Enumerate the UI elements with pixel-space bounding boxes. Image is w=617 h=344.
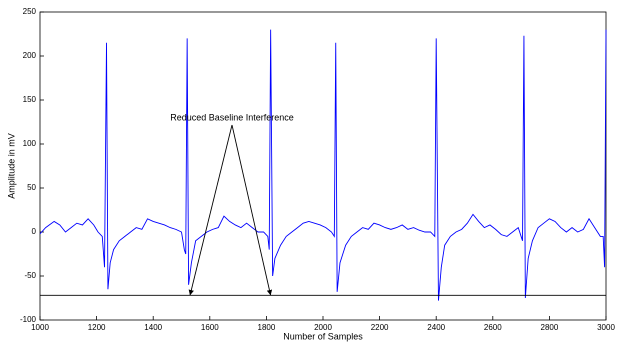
x-tick-label: 1200: [88, 323, 106, 332]
annotation-arrow: [188, 124, 233, 296]
annotation-arrow: [231, 124, 273, 296]
x-tick-label: 1000: [31, 323, 49, 332]
y-tick-label: 250: [23, 7, 37, 16]
x-tick-label: 2000: [314, 323, 332, 332]
x-tick-label: 2600: [484, 323, 502, 332]
y-tick-label: -100: [20, 315, 37, 324]
x-tick-label: 1400: [144, 323, 162, 332]
y-tick-label: 150: [23, 95, 37, 104]
x-tick-label: 1800: [258, 323, 276, 332]
x-tick-label: 2800: [541, 323, 559, 332]
x-axis-label: Number of Samples: [283, 331, 363, 341]
x-tick-label: 3000: [597, 323, 615, 332]
line: [39, 29, 607, 301]
x-tick-label: 2400: [427, 323, 445, 332]
y-axis-label: Amplitude in mV: [6, 133, 16, 199]
x-tick-label: 1600: [201, 323, 219, 332]
annotation: Reduced Baseline Interference: [170, 112, 294, 122]
y-tick-label: 100: [23, 139, 37, 148]
y-tick-label: 50: [27, 183, 36, 192]
y-tick-label: 200: [23, 51, 37, 60]
y-tick-label: -50: [24, 271, 36, 280]
y-tick-label: 0: [32, 227, 37, 236]
x-tick-label: 2200: [371, 323, 389, 332]
plot-area: [39, 11, 607, 321]
